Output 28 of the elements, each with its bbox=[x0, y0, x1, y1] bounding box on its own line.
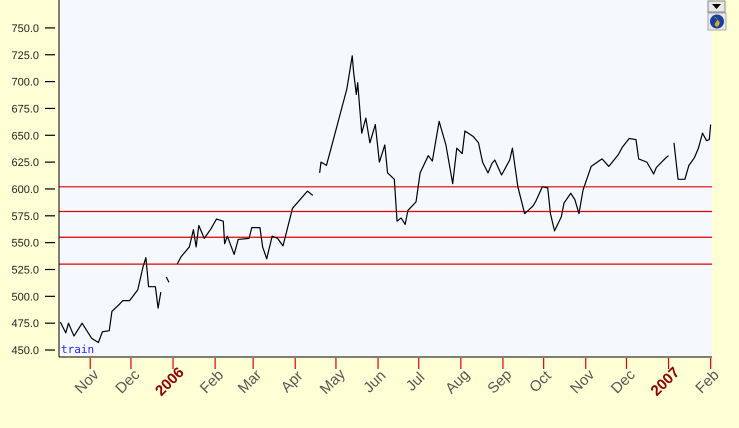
x-tick-label: May bbox=[316, 365, 350, 398]
y-tick-label: 500.0 bbox=[11, 291, 39, 304]
x-tick-label: Dec bbox=[112, 366, 144, 398]
y-tick-label: 550.0 bbox=[11, 238, 39, 250]
y-tick-label: 700.0 bbox=[11, 76, 39, 89]
annotation: train bbox=[61, 343, 94, 356]
x-tick-label: Mar bbox=[234, 366, 266, 397]
y-tick-label: 725.0 bbox=[11, 50, 39, 62]
y-tick-label: 525.0 bbox=[11, 264, 39, 276]
x-tick-label: Jul bbox=[402, 369, 428, 395]
x-tick-label: Feb bbox=[692, 366, 723, 397]
x-tick-label: Jun bbox=[360, 367, 390, 396]
x-tick-label: Aug bbox=[442, 366, 474, 398]
y-tick-label: 450.0 bbox=[11, 345, 39, 358]
x-tick-label: Nov bbox=[567, 366, 598, 398]
y-tick-label: 750.0 bbox=[11, 22, 39, 35]
x-tick-label: Feb bbox=[196, 366, 228, 397]
y-tick-label: 575.0 bbox=[11, 210, 39, 223]
x-tick-label: Apr bbox=[278, 368, 306, 396]
y-tick-label: 675.0 bbox=[11, 103, 39, 116]
x-tick-label: Oct bbox=[526, 366, 556, 396]
y-tick-label: 600.0 bbox=[11, 184, 39, 196]
x-tick-label: Nov bbox=[72, 366, 103, 398]
y-tick-label: 650.0 bbox=[11, 130, 39, 142]
y-tick-label: 625.0 bbox=[11, 157, 39, 170]
x-tick-label: Sep bbox=[484, 366, 516, 398]
x-tick-label: Dec bbox=[608, 366, 640, 398]
y-tick-label: 475.0 bbox=[11, 318, 39, 330]
